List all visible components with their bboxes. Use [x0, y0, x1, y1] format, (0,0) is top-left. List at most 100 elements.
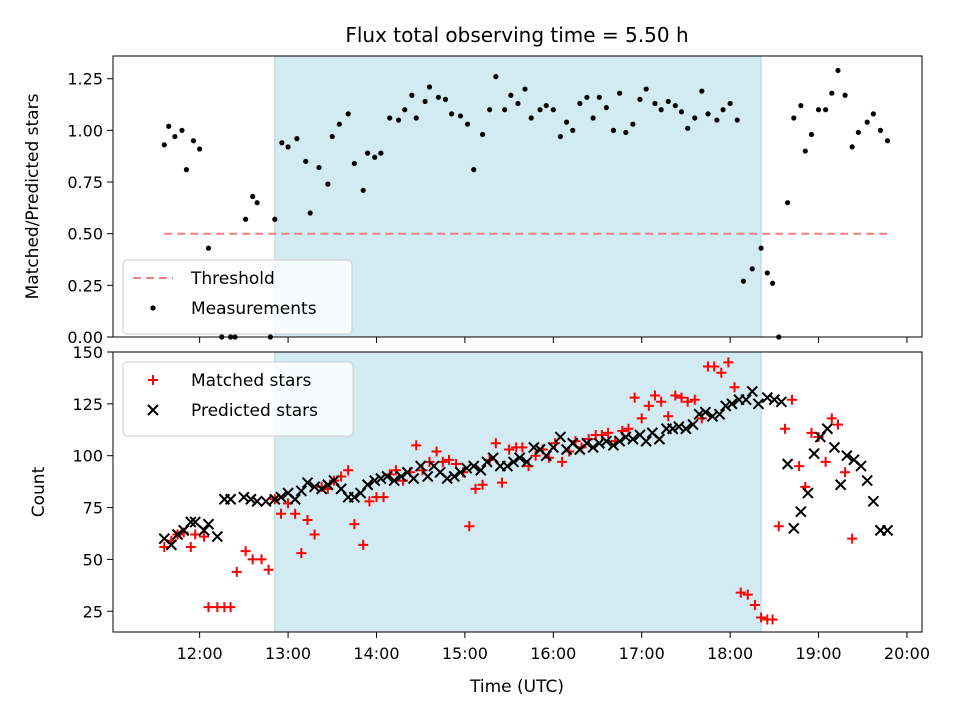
measurement-point: [464, 121, 471, 127]
matched-star-point: [649, 390, 660, 401]
matched-star-point: [557, 456, 568, 467]
matched-star-point: [833, 419, 844, 430]
matched-star-point: [290, 508, 301, 519]
predicted-star-point: [165, 539, 178, 551]
predicted-star-point: [720, 400, 732, 412]
measurement-point: [205, 245, 212, 251]
predicted-star-point: [761, 391, 773, 404]
predicted-star-point: [640, 435, 652, 447]
measurement-point: [802, 148, 808, 154]
measurement-point: [426, 84, 433, 90]
measurement-point: [643, 86, 649, 92]
matched-star-point: [490, 438, 501, 449]
matched-star-point: [517, 442, 528, 453]
predicted-star-point: [481, 456, 493, 468]
matched-star-point: [364, 496, 375, 507]
matched-star-point: [443, 454, 454, 465]
matched-star-point: [185, 541, 196, 552]
matched-star-point: [203, 602, 214, 613]
measurement-point: [435, 94, 441, 100]
matched-star-point: [296, 548, 307, 559]
predicted-star-point: [752, 398, 765, 410]
measurement-point: [637, 96, 643, 102]
predicted-star-point: [841, 449, 853, 462]
matched-star-point: [378, 492, 389, 503]
matched-star-point: [813, 432, 824, 443]
y-tick-label: 1.25: [67, 70, 103, 89]
measurement-point: [329, 133, 335, 140]
measurement-point: [855, 129, 861, 136]
predicted-star-point: [375, 472, 387, 485]
measurement-point: [537, 107, 543, 113]
matched-star-point: [477, 479, 488, 490]
measurement-point: [336, 121, 342, 127]
measurement-point: [442, 96, 449, 102]
predicted-star-point: [600, 435, 613, 447]
predicted-star-point: [454, 466, 467, 479]
panel-frame: [112, 351, 923, 633]
y-tick-label: 25: [83, 602, 103, 621]
measurement-point: [272, 216, 278, 222]
predicted-star-point: [828, 441, 841, 454]
predicted-star-point: [295, 485, 308, 497]
predicted-star-point: [554, 431, 567, 443]
chart-title: Flux total observing time = 5.50 h: [345, 23, 688, 47]
predicted-star-point: [369, 474, 381, 487]
predicted-star-point: [547, 441, 560, 454]
predicted-star-point: [388, 474, 400, 487]
predicted-star-point: [746, 385, 758, 398]
predicted-star-point: [407, 472, 420, 485]
measurement-point: [849, 144, 855, 150]
predicted-star-point: [653, 433, 666, 445]
y-axis-label: Matched/Predicted stars: [23, 93, 43, 299]
measurement-point: [316, 164, 322, 171]
matched-star-point: [742, 589, 753, 600]
matched-star-point: [596, 429, 607, 440]
measurement-point: [584, 94, 590, 100]
measurement-point: [172, 133, 178, 140]
measurement-point: [652, 100, 658, 107]
measurement-point: [665, 98, 671, 105]
predicted-star-point: [775, 396, 788, 408]
legend-label: Predicted stars: [191, 401, 318, 421]
predicted-star-point: [185, 516, 197, 528]
matched-star-point: [464, 521, 475, 532]
matched-star-point: [431, 446, 442, 457]
x-tick-label: 20:00: [884, 644, 930, 663]
predicted-star-point: [713, 408, 726, 420]
predicted-star-point: [867, 495, 880, 508]
matched-star-point: [709, 361, 720, 372]
measurement-point: [243, 216, 249, 222]
predicted-star-point: [587, 441, 599, 454]
y-tick-label: 0.00: [67, 328, 103, 347]
x-tick-label: 17:00: [619, 644, 665, 663]
predicted-star-point: [414, 460, 427, 472]
predicted-star-point: [198, 524, 210, 537]
panel-frame: [112, 55, 923, 338]
measurement-point: [372, 154, 378, 160]
measurement-point: [360, 187, 366, 193]
measurement-point: [528, 115, 534, 121]
predicted-star-point: [627, 433, 639, 445]
measurement-point: [678, 109, 685, 115]
measurement-point: [543, 102, 549, 109]
matched-star-point: [358, 539, 369, 550]
measurement-point: [842, 92, 848, 98]
predicted-star-point: [666, 423, 679, 435]
measurement-point: [294, 136, 300, 142]
matched-star-point: [302, 515, 313, 525]
measurement-point: [870, 111, 876, 117]
matched-star-point: [623, 423, 634, 434]
predicted-star-point: [768, 393, 781, 406]
measurement-point: [864, 119, 870, 125]
matched-star-point: [735, 587, 746, 598]
matched-star-point: [225, 602, 236, 613]
predicted-star-point: [861, 474, 873, 487]
ratio-panel: 0.00 0.25 0.50 0.75 1.00 1.25 Matched/Predicte…: [23, 55, 923, 347]
predicted-star-point: [808, 447, 820, 460]
measurement-point: [596, 94, 602, 100]
x-tick-label: 13:00: [265, 644, 311, 663]
predicted-star-point: [289, 493, 301, 505]
measurement-point: [623, 129, 629, 136]
measurement-point: [161, 142, 167, 148]
